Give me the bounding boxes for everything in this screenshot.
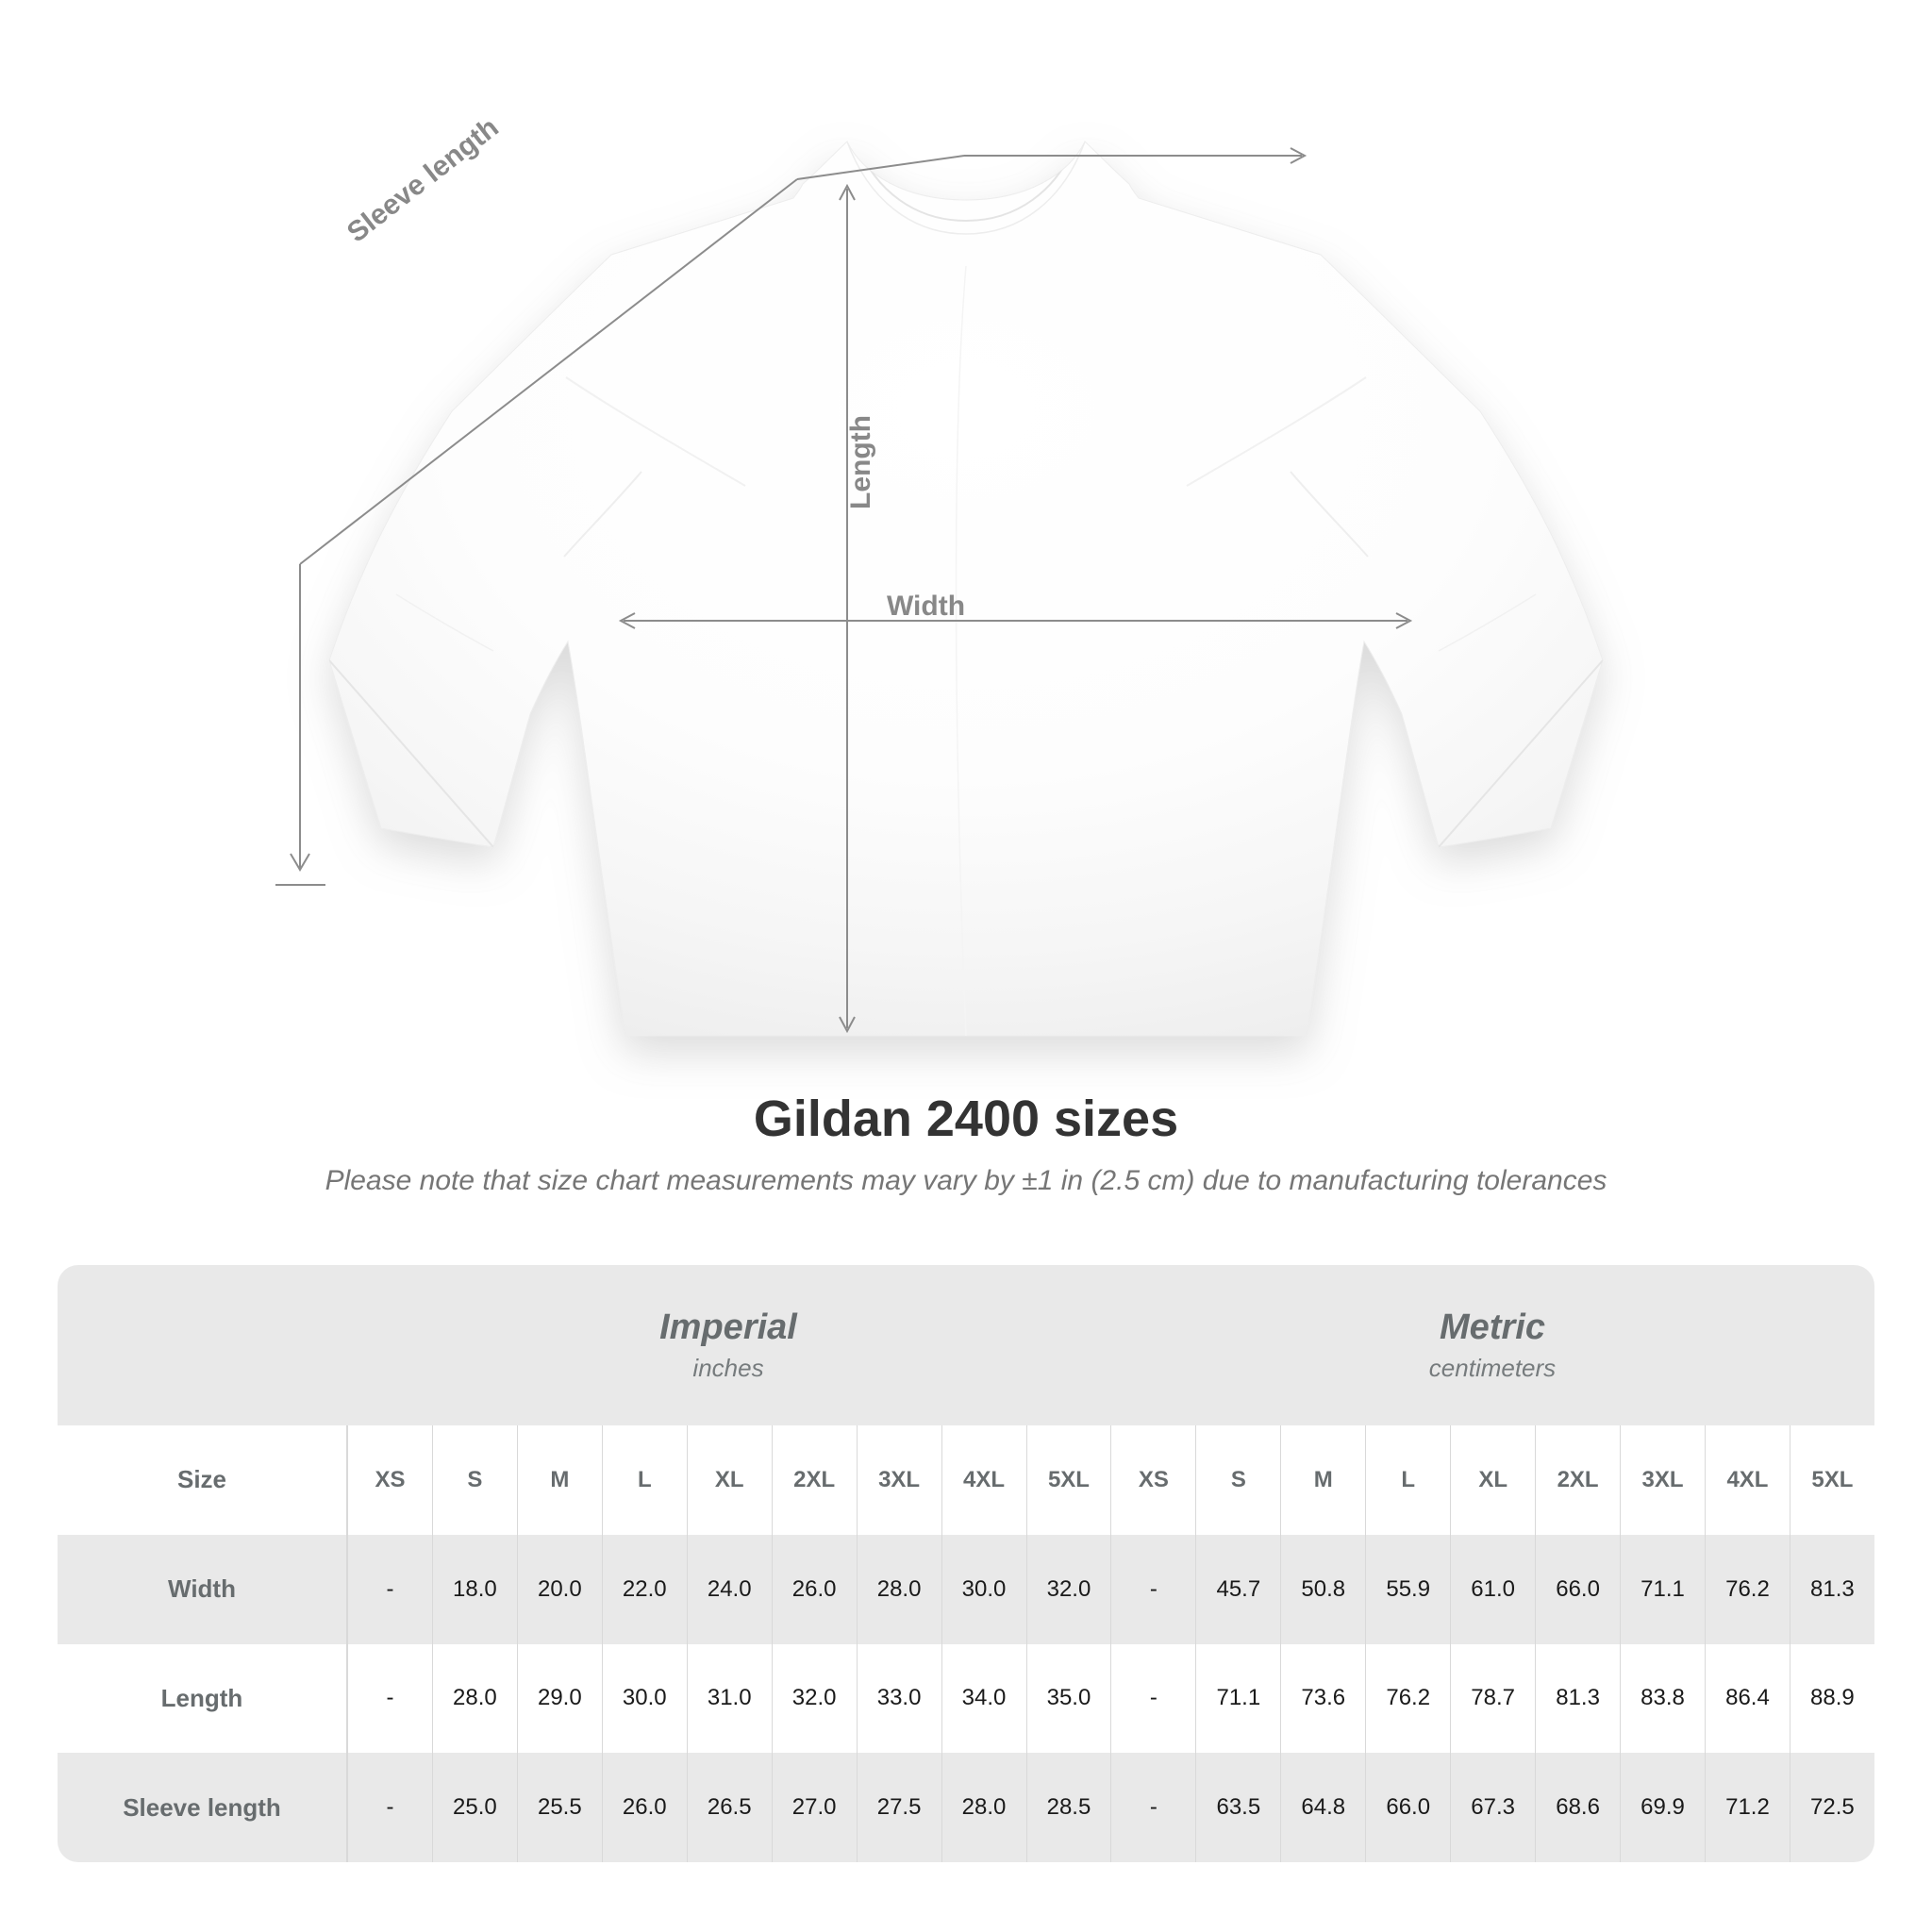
svg-text:Length: Length: [845, 415, 876, 509]
svg-text:Sleeve length: Sleeve length: [341, 111, 505, 248]
svg-text:Width: Width: [887, 591, 965, 622]
